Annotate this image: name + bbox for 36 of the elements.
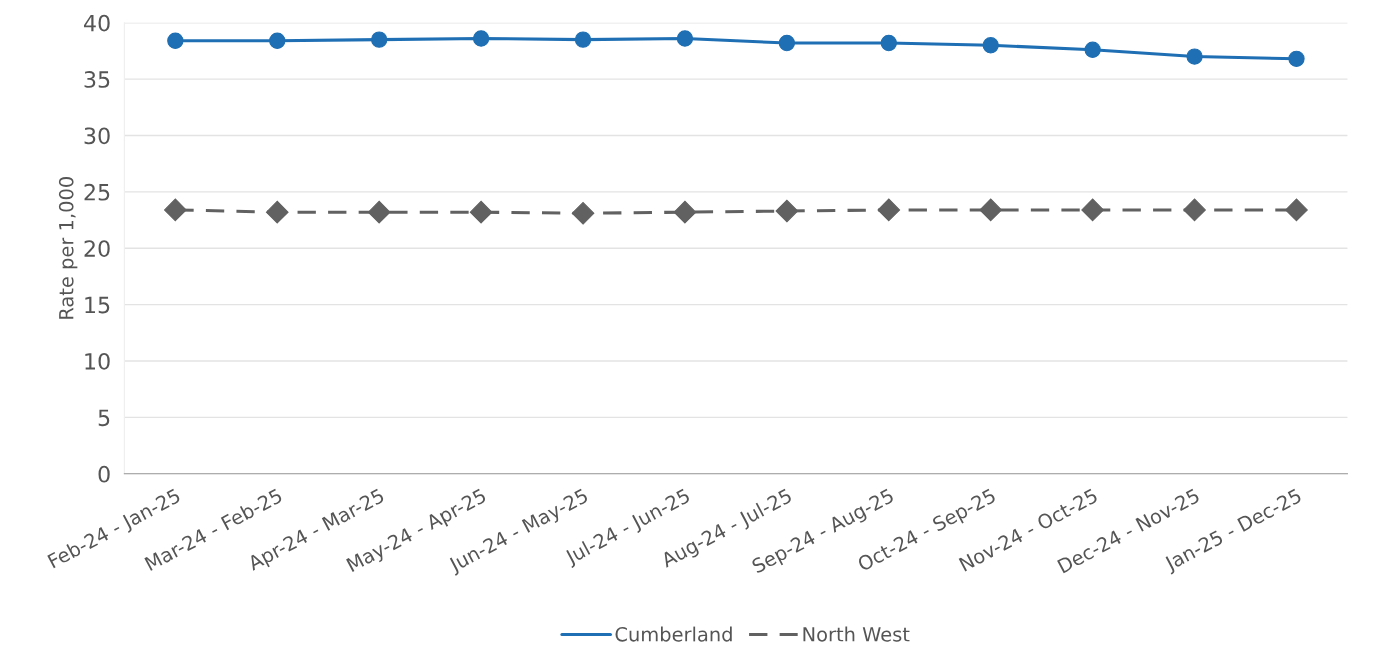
y-tick-label: 20 xyxy=(84,240,110,257)
point xyxy=(265,200,289,224)
y-tick-label: 30 xyxy=(84,127,110,145)
point xyxy=(1288,50,1305,67)
y-tick-label: 35 xyxy=(84,71,110,88)
point xyxy=(574,31,592,48)
y-axis-title: Rate per 1,000 xyxy=(58,177,78,319)
legend-label: North West xyxy=(803,626,910,642)
legend-label: Cumberland xyxy=(615,626,732,642)
point xyxy=(1081,198,1104,222)
point xyxy=(1084,41,1101,58)
point xyxy=(775,199,799,223)
point xyxy=(1186,48,1203,65)
point xyxy=(979,198,1003,222)
point xyxy=(1285,198,1308,222)
point xyxy=(367,200,391,224)
y-tick-label: 15 xyxy=(85,296,110,314)
point xyxy=(167,32,184,49)
point xyxy=(673,200,697,224)
point xyxy=(269,32,286,49)
point xyxy=(571,201,595,225)
y-tick-label: 10 xyxy=(85,352,110,370)
point xyxy=(469,200,493,224)
y-tick-label: 25 xyxy=(84,183,110,201)
point xyxy=(472,30,490,47)
y-tick-label: 40 xyxy=(83,14,110,32)
point xyxy=(371,31,388,48)
point xyxy=(1183,198,1206,222)
point xyxy=(982,37,999,54)
point xyxy=(164,198,187,222)
point xyxy=(676,30,694,47)
y-tick-label: 5 xyxy=(98,409,110,427)
point xyxy=(877,198,901,222)
point xyxy=(778,34,796,52)
y-tick-label: 0 xyxy=(98,465,110,483)
point xyxy=(880,34,897,52)
